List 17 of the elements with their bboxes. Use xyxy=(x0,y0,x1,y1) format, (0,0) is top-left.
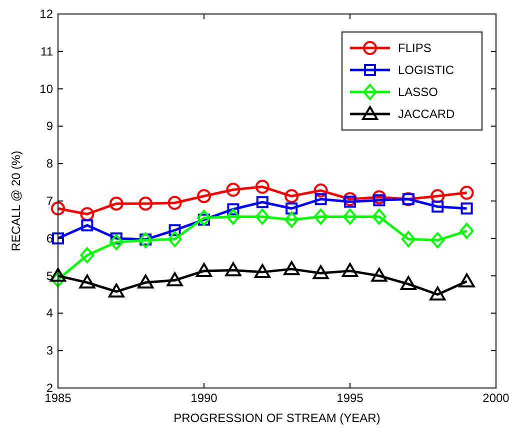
y-tick-label: 8 xyxy=(46,156,54,171)
x-tick-label: 1990 xyxy=(190,391,218,405)
legend-label: FLIPS xyxy=(398,41,432,55)
y-tick-label: 10 xyxy=(40,82,54,96)
y-tick-label: 4 xyxy=(46,306,54,320)
legend-label: JACCARD xyxy=(398,107,456,121)
legend-label: LASSO xyxy=(398,85,438,99)
x-tick-label: 1995 xyxy=(336,391,364,405)
x-axis-title: PROGRESSION OF STREAM (YEAR) xyxy=(174,411,380,425)
y-tick-label: 9 xyxy=(46,119,54,134)
x-tick-label: 2000 xyxy=(482,391,509,405)
y-axis-title: RECALL @ 20 (%) xyxy=(9,150,23,252)
y-tick-label: 12 xyxy=(40,7,54,21)
legend-label: LOGISTIC xyxy=(398,63,454,77)
y-tick-label: 11 xyxy=(40,44,54,58)
y-tick-label: 3 xyxy=(46,344,54,358)
y-tick-label: 7 xyxy=(46,194,54,208)
